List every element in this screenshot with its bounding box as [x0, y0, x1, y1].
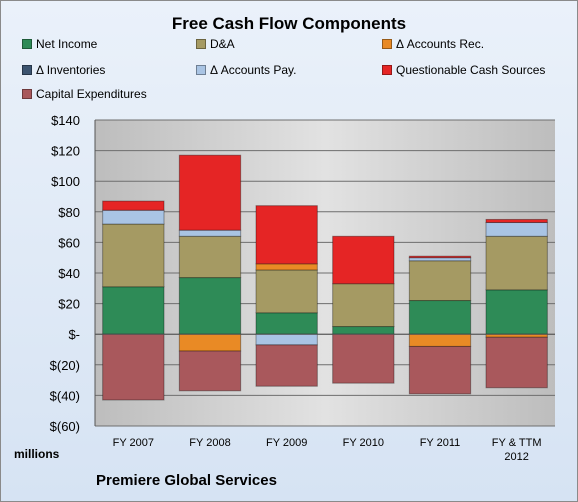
x-tick-label: FY 2011: [420, 437, 461, 449]
bar-segment: [408, 255, 472, 259]
y-tick-label: $(20): [50, 358, 80, 373]
bar-segment: [102, 286, 165, 335]
bar-segment: [332, 283, 395, 328]
bar-segment: [178, 154, 242, 231]
bar-segment: [102, 209, 165, 225]
legend-label: D&A: [210, 37, 235, 51]
legend-item: D&A: [196, 37, 235, 51]
bar-segment: [255, 263, 318, 271]
legend-swatch: [22, 39, 32, 49]
legend-swatch: [22, 89, 32, 99]
bar-segment: [102, 223, 165, 288]
bar-segment: [408, 300, 472, 335]
y-tick-label: $-: [68, 327, 80, 342]
legend-swatch: [382, 39, 392, 49]
legend-swatch: [196, 39, 206, 49]
bar-segment: [332, 326, 395, 335]
bar-segment: [485, 289, 548, 335]
bar-segment: [255, 205, 318, 265]
bar-segment: [255, 333, 318, 346]
y-tick-label: $(40): [50, 388, 80, 403]
y-tick-label: $120: [51, 144, 80, 159]
legend-label: Net Income: [36, 37, 98, 51]
legend-item: Questionable Cash Sources: [382, 63, 545, 77]
bar-segment: [255, 312, 318, 335]
bar-segment: [178, 350, 242, 392]
x-tick-label: FY 2008: [189, 437, 230, 449]
company-label: Premiere Global Services: [96, 472, 277, 489]
bar-segment: [485, 222, 548, 237]
bar-segment: [255, 344, 318, 387]
legend-label: Capital Expenditures: [36, 87, 147, 101]
bar-segment: [178, 333, 242, 352]
bar-segment: [332, 333, 395, 384]
legend-item: Δ Inventories: [22, 63, 105, 77]
bar-segment: [485, 235, 548, 291]
legend-item: Net Income: [22, 37, 97, 51]
y-tick-label: $100: [51, 174, 80, 189]
bar-segment: [255, 269, 318, 314]
bar-segment: [102, 200, 165, 211]
legend-label: Δ Accounts Rec.: [396, 37, 485, 51]
legend-item: Capital Expenditures: [22, 87, 147, 101]
legend-swatch: [382, 65, 392, 75]
bar-segment: [102, 333, 165, 401]
legend-swatch: [196, 65, 206, 75]
bar-segment: [332, 235, 395, 285]
y-tick-label: $80: [58, 205, 80, 220]
bar-segment: [485, 218, 548, 224]
units-label: millions: [14, 447, 60, 461]
legend-item: Δ Accounts Pay.: [196, 63, 297, 77]
legend-item: Δ Accounts Rec.: [382, 37, 484, 51]
bar-segment: [178, 277, 242, 335]
legend-label: Questionable Cash Sources: [396, 63, 546, 77]
y-tick-label: $(60): [50, 419, 80, 434]
x-tick-label: 2012: [504, 451, 528, 463]
y-tick-label: $60: [58, 235, 80, 250]
legend-label: Δ Accounts Pay.: [210, 63, 297, 77]
bar-segment: [408, 333, 472, 347]
y-tick-label: $40: [58, 266, 80, 281]
x-tick-label: FY 2007: [113, 437, 154, 449]
bar-segment: [178, 235, 242, 279]
chart-title: Free Cash Flow Components: [171, 14, 407, 33]
bar-segment: [485, 336, 548, 389]
legend-swatch: [22, 65, 32, 75]
legend-label: Δ Inventories: [36, 63, 106, 77]
bar-segment: [178, 229, 242, 237]
y-tick-label: $20: [58, 297, 80, 312]
x-tick-label: FY 2010: [343, 437, 384, 449]
bar-segment: [408, 345, 472, 395]
x-tick-label: FY & TTM: [492, 437, 542, 449]
bar-segment: [408, 260, 472, 302]
y-tick-label: $140: [51, 113, 80, 128]
x-tick-label: FY 2009: [266, 437, 307, 449]
